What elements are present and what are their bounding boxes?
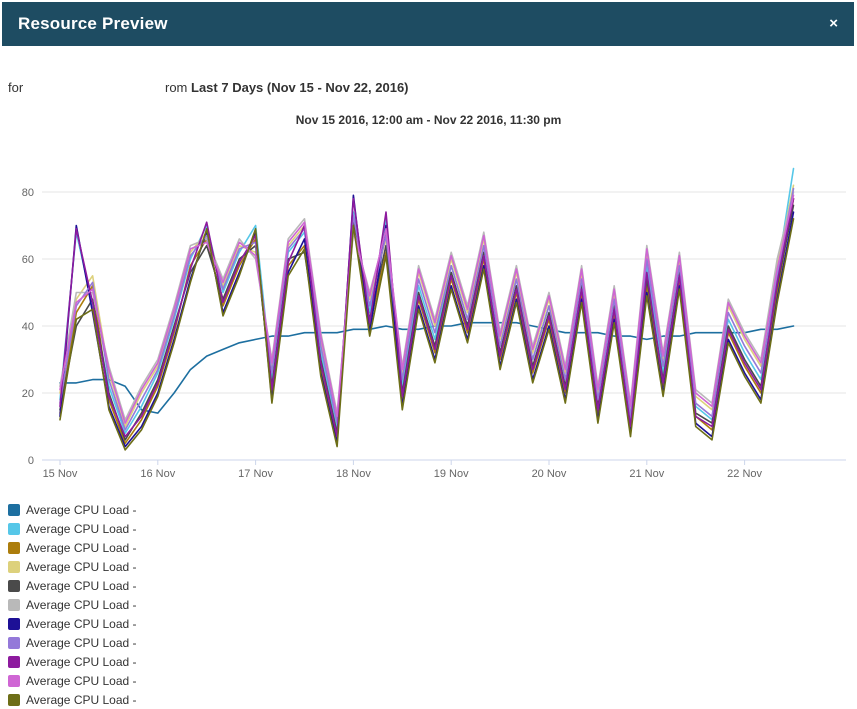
legend-label: Average CPU Load -	[26, 635, 137, 650]
y-axis-label: 0	[28, 455, 34, 467]
series-line	[59, 194, 795, 424]
legend-item[interactable]: Average CPU Load -	[8, 633, 848, 652]
legend-swatch	[8, 503, 20, 516]
legend-item[interactable]: Average CPU Load -	[8, 671, 848, 690]
modal-title: Resource Preview	[18, 14, 168, 33]
x-axis-label: 18 Nov	[336, 468, 371, 480]
x-axis-label: 21 Nov	[629, 468, 664, 480]
subheader-from-fragment: rom	[165, 80, 188, 95]
legend-item[interactable]: Average CPU Load -	[8, 538, 848, 557]
legend-swatch	[8, 541, 20, 554]
y-axis-label: 60	[22, 254, 34, 266]
chart-plot-area: 0 20 40 60 80 15 Nov 16 Nov 17 Nov 18 Nov 19 Nov 2…	[22, 167, 846, 480]
legend-label: Average CPU Load -	[26, 559, 137, 574]
y-axis-label: 80	[22, 187, 34, 199]
legend-swatch	[8, 617, 20, 630]
legend-swatch	[8, 560, 20, 573]
subheader-prefix: for	[8, 80, 24, 95]
legend-label: Average CPU Load -	[26, 521, 137, 536]
legend-swatch	[8, 579, 20, 592]
subheader: for rom Last 7 Days (Nov 15 - Nov 22, 20…	[8, 80, 849, 96]
cpu-load-chart: Nov 15 2016, 12:00 am - Nov 22 2016, 11:…	[0, 105, 857, 707]
legend-label: Average CPU Load -	[26, 616, 137, 631]
y-axis-label: 40	[22, 321, 34, 333]
legend-label: Average CPU Load -	[26, 502, 137, 517]
legend-label: Average CPU Load -	[26, 578, 137, 593]
y-axis-label: 20	[22, 388, 34, 400]
legend-swatch	[8, 655, 20, 668]
subheader-range: rom Last 7 Days (Nov 15 - Nov 22, 2016)	[165, 80, 409, 95]
x-axis-label: 22 Nov	[727, 468, 762, 480]
x-axis-label: 15 Nov	[43, 468, 78, 480]
chart-legend: Average CPU Load - Average CPU Load - Av…	[8, 500, 848, 709]
legend-item[interactable]: Average CPU Load -	[8, 557, 848, 576]
legend-item[interactable]: Average CPU Load -	[8, 614, 848, 633]
series-line	[59, 218, 795, 451]
legend-swatch	[8, 674, 20, 687]
legend-swatch	[8, 522, 20, 535]
legend-swatch	[8, 598, 20, 611]
modal-header: Resource Preview ×	[2, 2, 854, 46]
series-line	[59, 187, 795, 431]
x-axis-label: 17 Nov	[238, 468, 273, 480]
legend-label: Average CPU Load -	[26, 597, 137, 612]
legend-label: Average CPU Load -	[26, 540, 137, 555]
x-axis-label: 19 Nov	[434, 468, 469, 480]
legend-item[interactable]: Average CPU Load -	[8, 576, 848, 595]
legend-item[interactable]: Average CPU Load -	[8, 595, 848, 614]
legend-swatch	[8, 693, 20, 706]
legend-label: Average CPU Load -	[26, 692, 137, 707]
close-icon[interactable]: ×	[829, 15, 838, 32]
subheader-range-text: Last 7 Days (Nov 15 - Nov 22, 2016)	[191, 80, 409, 95]
legend-item[interactable]: Average CPU Load -	[8, 500, 848, 519]
series-line	[59, 197, 795, 438]
chart-title: Nov 15 2016, 12:00 am - Nov 22 2016, 11:…	[295, 113, 562, 127]
legend-label: Average CPU Load -	[26, 654, 137, 669]
legend-item[interactable]: Average CPU Load -	[8, 652, 848, 671]
legend-label: Average CPU Load -	[26, 673, 137, 688]
x-axis-label: 20 Nov	[532, 468, 567, 480]
legend-swatch	[8, 636, 20, 649]
legend-item[interactable]: Average CPU Load -	[8, 690, 848, 709]
legend-item[interactable]: Average CPU Load -	[8, 519, 848, 538]
x-axis-label: 16 Nov	[140, 468, 175, 480]
